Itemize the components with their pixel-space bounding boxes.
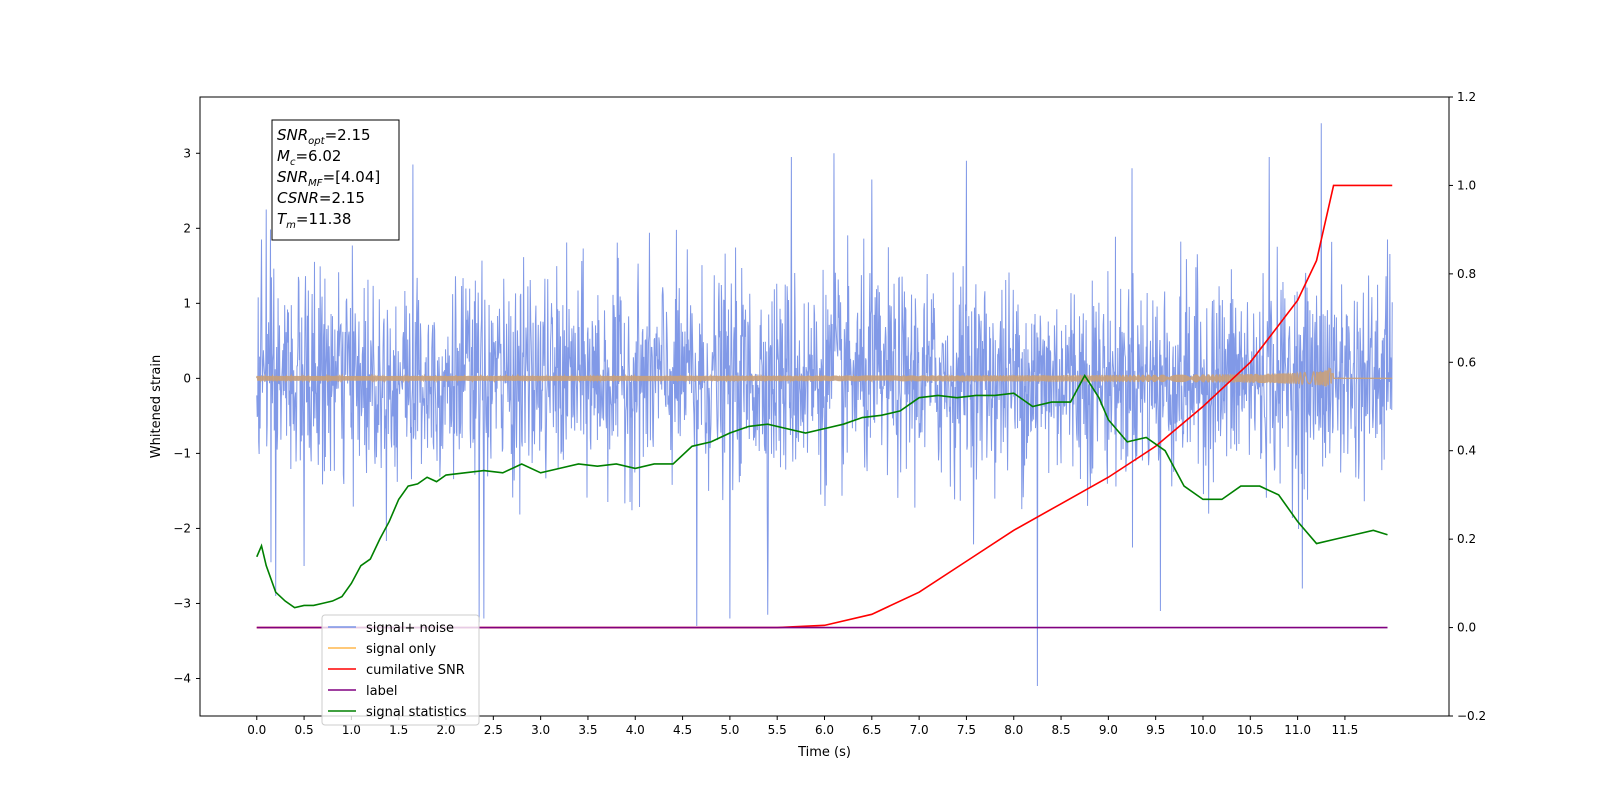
legend-label: label <box>366 684 397 699</box>
x-tick-label: 0.0 <box>247 723 266 737</box>
y2-tick-label: 0.8 <box>1457 267 1476 281</box>
y2-tick-label: 0.0 <box>1457 621 1476 635</box>
x-tick-label: 8.0 <box>1004 723 1023 737</box>
series-group <box>256 123 1393 686</box>
y-axis-label: Whitened strain <box>149 355 164 458</box>
series-cumulative-snr <box>256 184 1393 629</box>
annotation-line: Tm=11.38 <box>277 210 351 231</box>
y2-tick-label: 0.4 <box>1457 444 1476 458</box>
x-tick-label: 4.5 <box>673 723 692 737</box>
y-tick-label: 2 <box>183 221 191 235</box>
x-tick-label: 10.5 <box>1237 723 1264 737</box>
legend-label: signal statistics <box>366 705 467 720</box>
x-axis-label: Time (s) <box>797 745 851 760</box>
y-tick-label: −1 <box>173 446 191 460</box>
y-tick-label: 1 <box>183 296 191 310</box>
annotation-line: Mc=6.02 <box>277 147 341 168</box>
x-tick-label: 3.5 <box>578 723 597 737</box>
axes: 0.0 0.5 1.0 1.5 2.0 2.5 3.0 3.5 4.0 4.5 5.0 5.5 6.0 6… <box>173 90 1486 737</box>
y-tick-label: −2 <box>173 521 191 535</box>
x-tick-label: 9.0 <box>1099 723 1118 737</box>
annotation-frame <box>271 119 400 241</box>
y2-tick-label: 0.2 <box>1457 532 1476 546</box>
x-tick-label: 4.0 <box>626 723 645 737</box>
y2-tick-label: 1.0 <box>1457 178 1476 192</box>
x-tick-label: 7.0 <box>910 723 929 737</box>
y2-tick-label: −0.2 <box>1457 709 1486 723</box>
legend-frame <box>321 614 480 726</box>
x-tick-label: 11.0 <box>1284 723 1311 737</box>
legend-label: cumilative SNR <box>366 663 465 678</box>
x-tick-label: 6.0 <box>815 723 834 737</box>
x-tick-label: 6.5 <box>862 723 881 737</box>
x-tick-label: 1.5 <box>389 723 408 737</box>
x-tick-label: 8.5 <box>1052 723 1071 737</box>
y-tick-label: 3 <box>183 146 191 160</box>
x-tick-label: 10.0 <box>1190 723 1217 737</box>
series-signal-noise <box>256 123 1393 686</box>
x-tick-label: 7.5 <box>957 723 976 737</box>
x-tick-label: 1.0 <box>342 723 361 737</box>
annotation-line: SNRopt=2.15 <box>277 126 371 147</box>
x-tick-label: 5.0 <box>720 723 739 737</box>
x-tick-label: 2.0 <box>436 723 455 737</box>
y-tick-label: 0 <box>183 371 191 385</box>
x-tick-label: 11.5 <box>1332 723 1359 737</box>
legend-label: signal+ noise <box>366 621 454 636</box>
legend-label: signal only <box>366 642 436 657</box>
x-tick-label: 2.5 <box>484 723 503 737</box>
annotation-line: CSNR=2.15 <box>277 189 365 207</box>
x-tick-label: 5.5 <box>768 723 787 737</box>
legend: signal+ noise signal only cumilative SNR la… <box>321 614 480 726</box>
y-tick-label: −4 <box>173 671 191 685</box>
y2-tick-label: 0.6 <box>1457 355 1476 369</box>
series-signal-only <box>256 367 1393 387</box>
y2-tick-label: 1.2 <box>1457 90 1476 104</box>
x-tick-label: 9.5 <box>1146 723 1165 737</box>
x-tick-label: 3.0 <box>531 723 550 737</box>
x-tick-label: 0.5 <box>295 723 314 737</box>
series-signal-statistics <box>256 373 1388 609</box>
annotation-line: SNRMF=[4.04] <box>277 168 380 189</box>
y-tick-label: −3 <box>173 596 191 610</box>
plot-area <box>256 123 1393 686</box>
